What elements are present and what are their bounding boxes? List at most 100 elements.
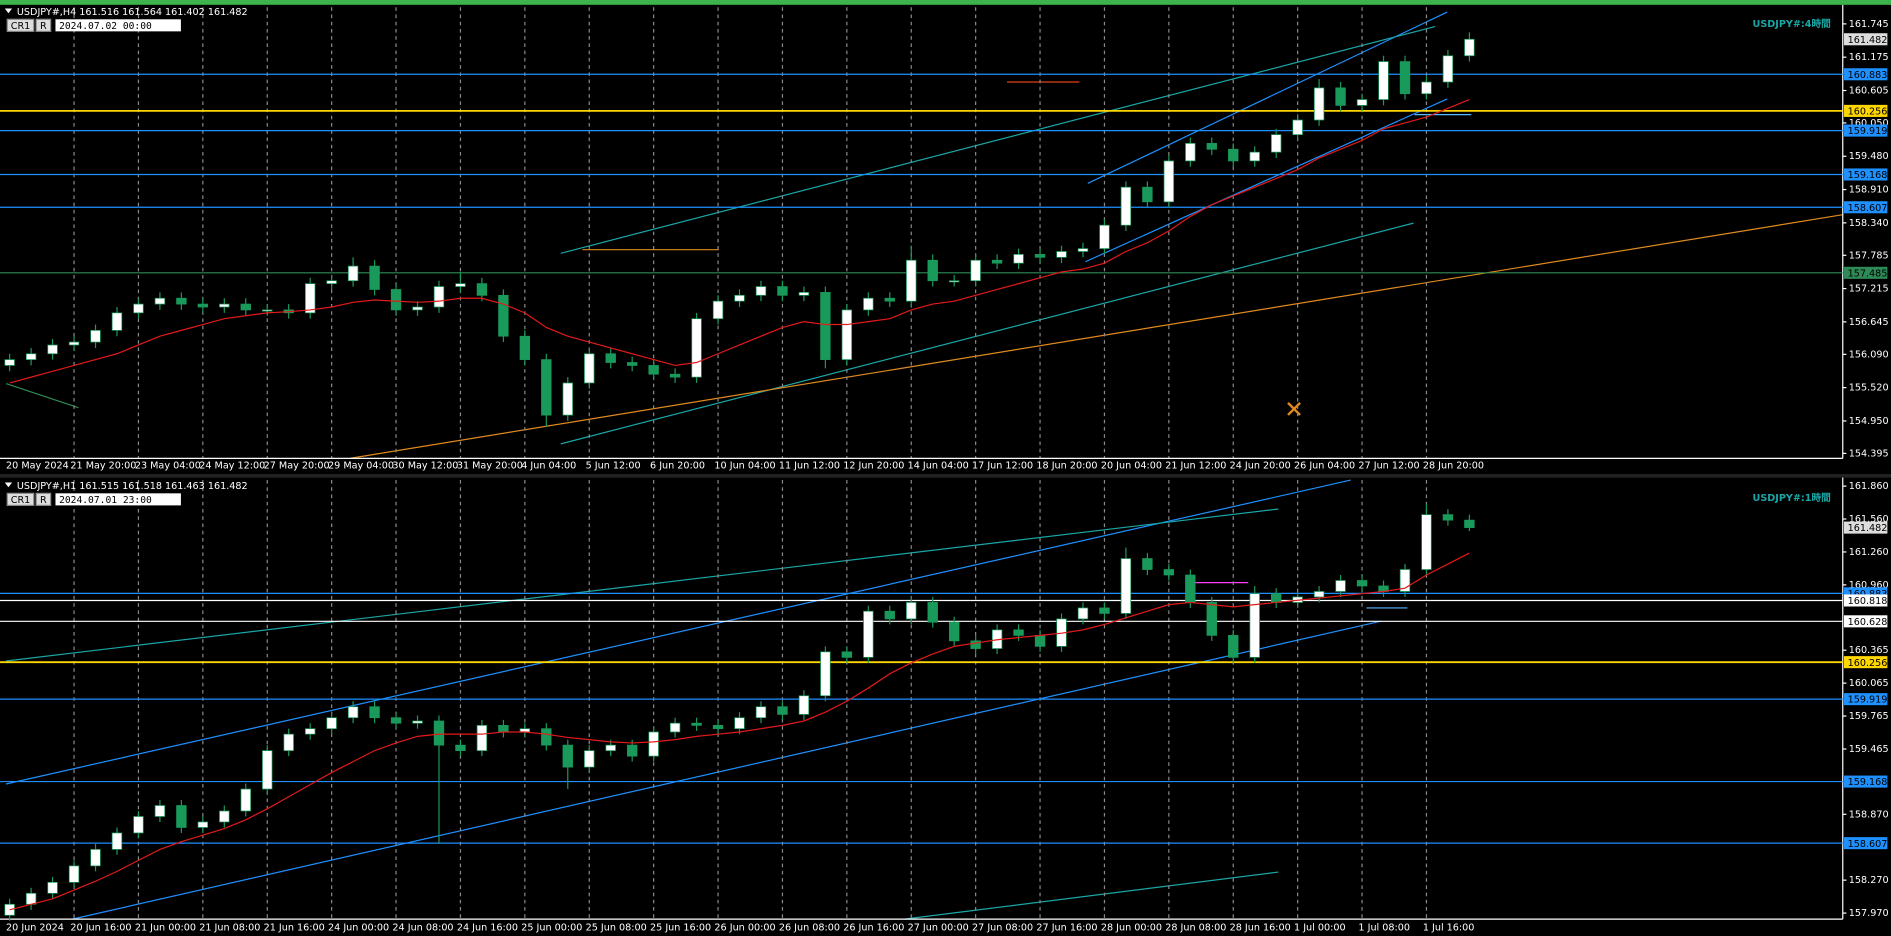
y-tick-label: 161.260 (1849, 547, 1889, 558)
x-tick-label: 26 Jun 00:00 (714, 923, 775, 934)
x-tick-label: 21 Jun 08:00 (199, 923, 260, 934)
y-tick-label: 159.765 (1849, 711, 1889, 722)
x-tick-label: 18 Jun 20:00 (1036, 461, 1097, 472)
trendline (5, 479, 1351, 785)
candle-body (562, 382, 573, 416)
candle-body (1421, 81, 1432, 95)
candle-body (283, 733, 294, 751)
candle-body (927, 602, 938, 623)
candle-body (1270, 593, 1282, 603)
candle-body (1378, 61, 1389, 100)
x-tick-label: 21 Jun 16:00 (264, 923, 325, 934)
level-label: 157.485 (1848, 268, 1888, 279)
x-tick-label: 20 Jun 16:00 (70, 923, 131, 934)
x-tick-label: 24 Jun 16:00 (457, 923, 518, 934)
candle-body (626, 362, 638, 366)
y-tick-label: 156.090 (1849, 349, 1889, 360)
candle-body (820, 292, 831, 360)
level-label: 160.256 (1848, 107, 1888, 118)
mode-button[interactable] (35, 18, 52, 32)
candle-body (648, 365, 659, 375)
x-tick-label: 25 Jun 08:00 (586, 923, 647, 934)
x-tick-label: 21 Jun 12:00 (1165, 461, 1226, 472)
candle-body (1228, 635, 1239, 658)
candle-body (755, 286, 767, 296)
candle-body (1249, 593, 1260, 658)
x-tick-label: 1 Jul 16:00 (1423, 923, 1475, 934)
trendline (349, 214, 1843, 459)
y-tick-label: 159.480 (1849, 151, 1889, 162)
trendline (560, 25, 1436, 254)
time-box (55, 19, 181, 32)
y-tick-label: 155.520 (1849, 383, 1889, 394)
candle-body (369, 265, 380, 290)
candle-body (562, 744, 573, 768)
candle-body (906, 259, 917, 302)
candle-body (1335, 580, 1346, 592)
candle-body (1206, 143, 1217, 150)
candle-body (1249, 151, 1260, 162)
candle-body (841, 651, 853, 658)
mode-button[interactable] (35, 492, 52, 506)
x-tick-label: 12 Jun 20:00 (843, 461, 904, 472)
candle-body (605, 353, 616, 363)
y-tick-label: 157.970 (1849, 908, 1889, 919)
level-label: 160.883 (1848, 70, 1888, 81)
mode-button-label: CR1 (11, 495, 31, 506)
candle-body (1270, 134, 1282, 153)
candle-body (1056, 251, 1067, 258)
level-tag (1843, 124, 1888, 137)
candle-body (1142, 186, 1153, 203)
candle-body (68, 341, 80, 346)
candle-body (4, 903, 15, 916)
candle-body (154, 805, 166, 817)
collapse-arrow (4, 482, 13, 488)
trendline (1085, 98, 1448, 263)
level-tag (1843, 104, 1888, 117)
trendline (5, 382, 79, 409)
candle-body (648, 731, 659, 757)
candle-body (884, 297, 895, 302)
candle-body (347, 706, 359, 719)
candle-body (1163, 569, 1175, 576)
mode-button[interactable] (6, 492, 35, 506)
x-tick-label: 24 Jun 00:00 (328, 923, 389, 934)
candle-body (991, 259, 1003, 264)
y-tick-label: 156.645 (1849, 317, 1889, 328)
trendline (560, 222, 1414, 445)
x-tick-label: 29 May 04:00 (328, 461, 394, 472)
x-tick-label: 20 Jun 04:00 (1101, 461, 1162, 472)
level-label: 159.168 (1848, 170, 1888, 181)
candle-body (1077, 607, 1089, 620)
candle-body (541, 359, 552, 416)
x-tick-label: 25 Jun 16:00 (650, 923, 711, 934)
level-label: 159.168 (1848, 777, 1888, 788)
candle-body (1313, 591, 1325, 598)
mode-button[interactable] (6, 18, 35, 32)
moving-average (9, 99, 1470, 384)
candle-body (798, 292, 810, 296)
level-label: 159.919 (1848, 695, 1888, 706)
candle-body (906, 602, 917, 620)
candle-body (1013, 254, 1024, 264)
y-tick-label: 161.560 (1849, 514, 1889, 525)
y-tick-label: 158.870 (1849, 809, 1889, 820)
candle-body (154, 297, 166, 305)
y-tick-label: 158.270 (1849, 875, 1889, 886)
candle-body (347, 265, 359, 282)
chart-label: USDJPY#:4時間 (1753, 18, 1832, 30)
x-tick-label: 31 May 20:00 (457, 461, 523, 472)
candle-body (1185, 574, 1196, 603)
candle-body (455, 283, 466, 287)
mode-button-label: R (40, 495, 47, 506)
x-tick-label: 26 Jun 04:00 (1294, 461, 1355, 472)
y-tick-label: 160.050 (1849, 118, 1889, 129)
candle-body (863, 610, 874, 658)
candle-body (455, 744, 466, 751)
candle-body (498, 725, 509, 733)
level-tag (1843, 266, 1888, 279)
candle-body (1142, 558, 1153, 570)
candle-body (25, 892, 37, 905)
price-label: 161.482 (1848, 35, 1888, 46)
